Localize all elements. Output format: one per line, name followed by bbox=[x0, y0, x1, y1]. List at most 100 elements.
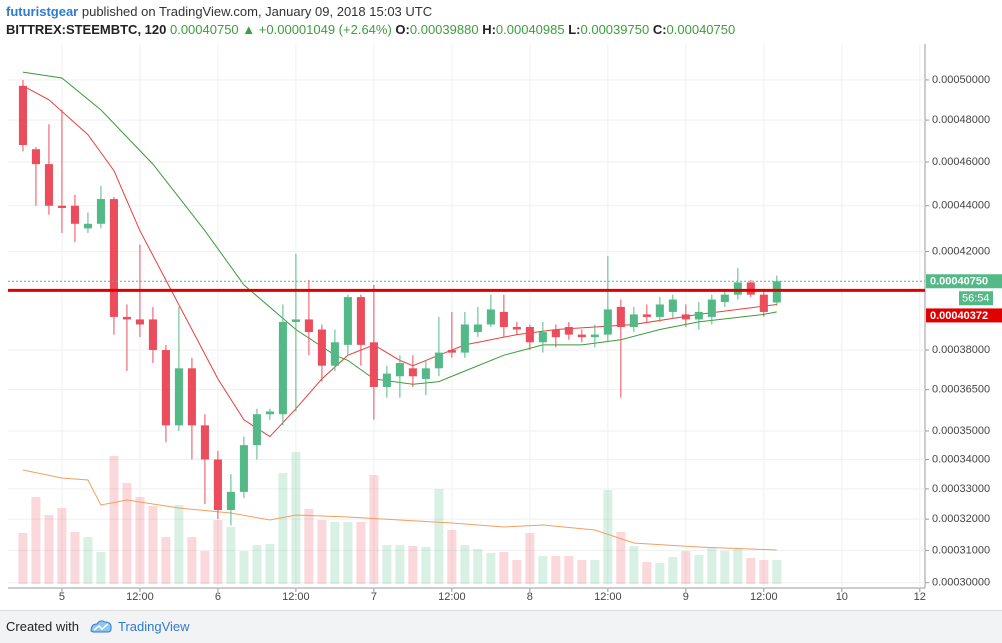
x-tick-label: 7 bbox=[371, 591, 377, 603]
volume-bar bbox=[161, 537, 171, 584]
candle-body bbox=[278, 321, 287, 415]
x-tick-label: 12 bbox=[914, 591, 926, 603]
volume-bar bbox=[135, 497, 145, 584]
volume-bar bbox=[395, 545, 405, 584]
volume-bar bbox=[382, 545, 392, 584]
volume-bar bbox=[486, 553, 496, 584]
volume-bar bbox=[96, 552, 106, 584]
volume-bar bbox=[538, 556, 548, 584]
volume-bar bbox=[681, 551, 691, 584]
y-tick-label: 0.00035000 bbox=[932, 425, 990, 437]
candle-body bbox=[239, 445, 248, 492]
volume-bar bbox=[421, 547, 431, 584]
price-label-box bbox=[926, 274, 1002, 289]
volume-bar bbox=[629, 546, 639, 584]
candle-body bbox=[629, 314, 638, 327]
y-tick-label: 0.00032000 bbox=[932, 513, 990, 525]
volume-bar bbox=[18, 533, 28, 584]
candle-body bbox=[668, 299, 677, 312]
volume-bar bbox=[369, 475, 379, 584]
candle-body bbox=[551, 329, 560, 338]
last: 0.00040750 bbox=[169, 22, 239, 37]
candle-body bbox=[616, 306, 625, 327]
volume-bar bbox=[642, 562, 652, 584]
l-label: L: bbox=[568, 22, 581, 37]
volume-bar bbox=[590, 560, 600, 584]
volume-bar bbox=[252, 545, 262, 584]
volume-bar bbox=[57, 508, 67, 584]
candle-body bbox=[655, 304, 664, 317]
candle-body bbox=[733, 282, 742, 295]
volume-bar bbox=[213, 520, 223, 584]
candle-body bbox=[369, 342, 378, 387]
volume-bar bbox=[330, 522, 340, 584]
volume-bar bbox=[512, 560, 522, 584]
volume-bar bbox=[772, 560, 782, 584]
indicator-line bbox=[22, 71, 777, 385]
volume-bar bbox=[83, 537, 93, 584]
countdown: 56:54 bbox=[962, 293, 990, 305]
y-tick-label: 0.00042000 bbox=[932, 245, 990, 257]
c-value: 0.00040750 bbox=[666, 22, 736, 37]
header-line-1: futuristgear published on TradingView.co… bbox=[6, 4, 432, 19]
candle-body bbox=[148, 319, 157, 351]
volume-bar bbox=[31, 497, 41, 584]
candle-body bbox=[70, 205, 79, 224]
header-line-2: BITTREX:STEEMBTC, 120 0.00040750 ▲ +0.00… bbox=[6, 22, 735, 37]
x-tick-label: 12:00 bbox=[750, 591, 778, 603]
footer: Created with TradingView bbox=[0, 610, 1002, 643]
candle-body bbox=[759, 294, 768, 312]
change: +0.00001049 (+2.64%) bbox=[258, 22, 392, 37]
volume-bar bbox=[668, 557, 678, 584]
volume-bar bbox=[317, 520, 327, 584]
candle-body bbox=[525, 326, 534, 343]
candle-body bbox=[512, 326, 521, 330]
candle-body bbox=[174, 368, 183, 426]
candle-body bbox=[694, 311, 703, 320]
price-label: 0.00040750 bbox=[930, 276, 988, 288]
volume-bar bbox=[460, 545, 470, 584]
candle-body bbox=[317, 329, 326, 366]
candle-body bbox=[96, 199, 105, 224]
candle-body bbox=[18, 85, 27, 146]
chart: 0.00050000 0.00048000 0.00046000 0.00044000… bbox=[8, 44, 1002, 603]
volume-bar bbox=[239, 551, 249, 584]
candle-body bbox=[200, 425, 209, 460]
y-tick-label: 0.00050000 bbox=[932, 74, 990, 86]
candle-body bbox=[421, 368, 430, 379]
candle-body bbox=[252, 414, 261, 446]
volume-bar bbox=[577, 560, 587, 584]
username[interactable]: futuristgear bbox=[6, 4, 79, 19]
brand[interactable]: TradingView bbox=[118, 619, 190, 634]
candle-body bbox=[499, 311, 508, 327]
volume-bar bbox=[720, 551, 730, 584]
volume-bar bbox=[343, 522, 353, 584]
volume-bar bbox=[70, 532, 80, 584]
x-tick-label: 9 bbox=[683, 591, 689, 603]
candle-body bbox=[135, 319, 144, 325]
volume-bar bbox=[44, 515, 54, 584]
candle-body bbox=[213, 459, 222, 510]
logo[interactable] bbox=[88, 617, 114, 635]
volume-bar bbox=[655, 563, 665, 584]
candle-body bbox=[434, 352, 443, 369]
candle-body bbox=[122, 316, 131, 320]
volume bbox=[18, 452, 782, 584]
candle-body bbox=[304, 319, 313, 333]
x-tick-label: 12:00 bbox=[126, 591, 154, 603]
volume-bar bbox=[187, 537, 197, 584]
candle-body bbox=[460, 324, 469, 353]
volume-bar bbox=[226, 527, 236, 584]
volume-bar bbox=[551, 556, 561, 584]
volume-bar bbox=[733, 549, 743, 584]
c-label: C: bbox=[652, 22, 667, 37]
volume-bar bbox=[148, 506, 158, 584]
volume-bar bbox=[616, 532, 626, 584]
y-tick-label: 0.00030000 bbox=[932, 577, 990, 589]
o-label: O: bbox=[395, 22, 410, 37]
volume-bar bbox=[356, 522, 366, 584]
y-tick-label: 0.00046000 bbox=[932, 156, 990, 168]
indicator-line bbox=[22, 469, 777, 551]
candle-body bbox=[330, 342, 339, 366]
candle-body bbox=[720, 294, 729, 303]
